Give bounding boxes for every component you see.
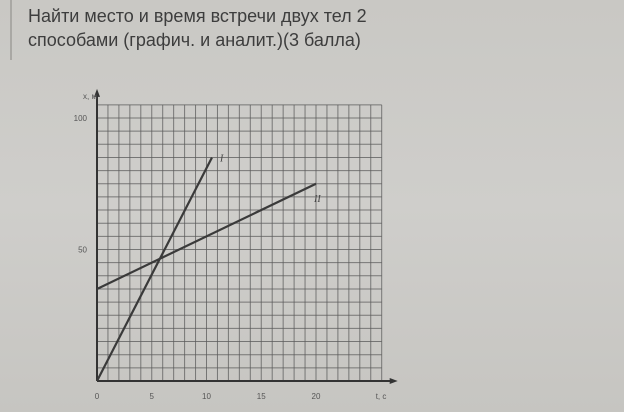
axes	[94, 88, 398, 384]
x-tick-label: 0	[95, 392, 100, 401]
y-axis-arrow	[94, 88, 100, 97]
page-edge	[10, 0, 12, 60]
question-line-2: способами (графич. и аналит.)(3 балла)	[28, 30, 361, 50]
series-line-I	[96, 156, 213, 382]
question-text: Найти место и время встречи двух тел 2 с…	[28, 4, 588, 52]
x-tick-label: 15	[257, 392, 266, 401]
series-line-II	[96, 182, 317, 290]
x-tick-label: 10	[202, 392, 211, 401]
y-tick-label: 50	[78, 246, 87, 255]
series-label-I: I	[219, 153, 224, 164]
x-tick-label: 5	[150, 392, 155, 401]
series-label-II: II	[313, 194, 321, 205]
x-tick-label: 20	[312, 392, 321, 401]
grid	[96, 104, 383, 382]
y-tick-label: 100	[74, 114, 88, 123]
x-axis-arrow	[389, 378, 398, 384]
x-axis-label: t, c	[376, 392, 387, 401]
series-lines	[96, 156, 317, 382]
y-axis-label: x, м	[83, 92, 97, 101]
question-line-1: Найти место и время встречи двух тел 2	[28, 6, 367, 26]
